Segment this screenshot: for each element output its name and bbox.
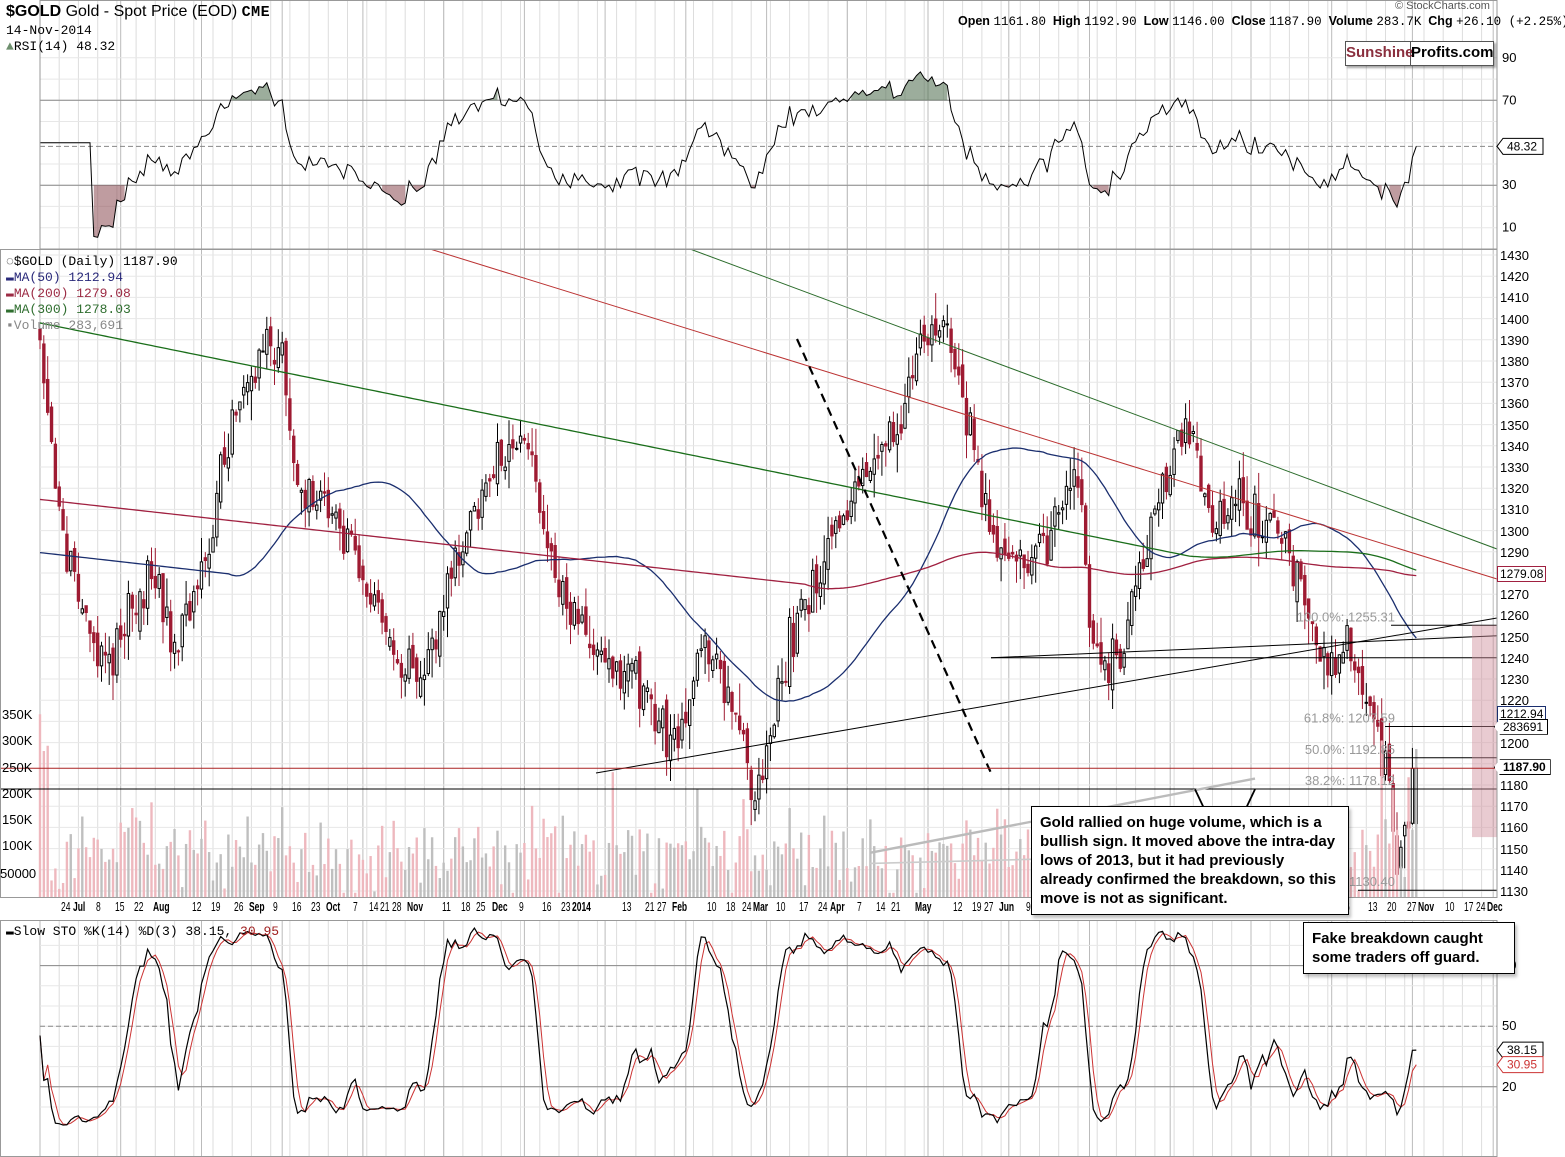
svg-text:90: 90 <box>1502 50 1516 65</box>
svg-text:50: 50 <box>1502 1018 1516 1033</box>
svg-text:61.8%: 1207.59: 61.8%: 1207.59 <box>1304 711 1395 726</box>
svg-text:20: 20 <box>1502 1079 1516 1094</box>
svg-text:70: 70 <box>1502 92 1516 107</box>
svg-text:38.2%: 1178.12: 38.2%: 1178.12 <box>1305 773 1395 788</box>
svg-text:30: 30 <box>1502 177 1516 192</box>
svg-text:50.0%: 1192.85: 50.0%: 1192.85 <box>1305 742 1395 757</box>
svg-text:100.0%: 1255.31: 100.0%: 1255.31 <box>1297 609 1395 624</box>
svg-text:48.32: 48.32 <box>1507 139 1537 153</box>
svg-text:10: 10 <box>1502 220 1516 235</box>
svg-text:30.95: 30.95 <box>1507 1058 1537 1072</box>
svg-text:38.15: 38.15 <box>1507 1043 1537 1057</box>
